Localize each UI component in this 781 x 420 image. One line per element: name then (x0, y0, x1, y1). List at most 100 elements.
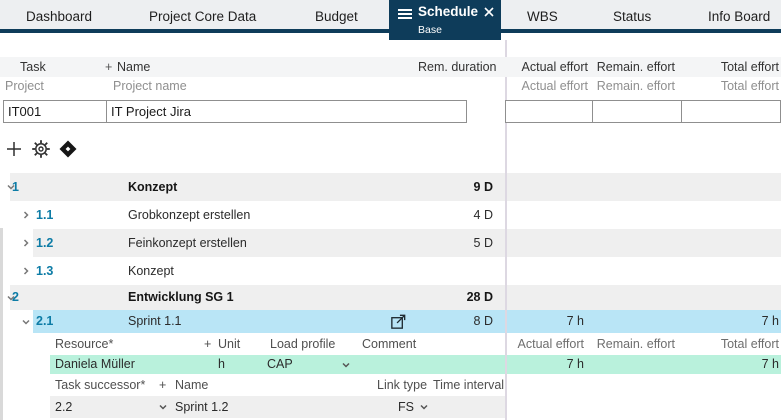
comment-column-header[interactable]: Comment (362, 337, 417, 351)
task-row-2-1-selected[interactable]: 2.1 Sprint 1.1 8 D 7 h 7 h (0, 310, 781, 333)
row-bg (507, 229, 781, 257)
tab-project-core-data[interactable]: Project Core Data (149, 9, 257, 24)
task-duration: 5 D (473, 236, 493, 250)
successor-number: 2.2 (55, 400, 73, 414)
task-number: 1.2 (36, 236, 54, 250)
remain-effort-input[interactable] (592, 100, 682, 123)
dropdown-icon[interactable] (157, 401, 169, 413)
task-row-1-1[interactable]: 1.1 Grobkonzept erstellen 4 D (0, 201, 781, 229)
resource-total-effort: 7 h (761, 357, 779, 371)
close-icon[interactable] (483, 6, 495, 18)
column-header-task[interactable]: Task (20, 60, 46, 74)
column-header-actual-effort[interactable]: Actual effort (521, 60, 588, 74)
name-column-header[interactable]: Name (175, 378, 209, 392)
task-duration: 28 D (466, 290, 493, 304)
resource-column-header[interactable]: Resource* (55, 337, 114, 351)
open-details-icon[interactable] (389, 312, 408, 331)
task-duration: 9 D (473, 180, 493, 194)
task-name: Sprint 1.1 (128, 314, 182, 328)
tab-status[interactable]: Status (613, 9, 652, 24)
row-bg (507, 285, 781, 310)
task-number: 1 (12, 180, 19, 194)
link-type-column-header[interactable]: Link type (377, 378, 428, 392)
column-header-rem-duration[interactable]: Rem. duration (418, 60, 497, 74)
grid-header: Task + Name Rem. duration Actual effort … (0, 57, 781, 77)
task-toolbar (0, 139, 200, 161)
dropdown-icon[interactable] (418, 401, 430, 413)
tab-wbs[interactable]: WBS (527, 9, 558, 24)
total-effort-input[interactable] (681, 100, 781, 123)
task-name: Grobkonzept erstellen (128, 208, 251, 222)
actual-effort-input[interactable] (505, 100, 593, 123)
resource-row[interactable]: Daniela Müller h CAP 7 h 7 h (0, 355, 781, 374)
successor-row[interactable]: 2.2 Sprint 1.2 FS (0, 396, 781, 418)
row-bg (50, 396, 505, 418)
task-row-1-2[interactable]: 1.2 Feinkonzept erstellen 5 D (0, 229, 781, 257)
add-column-icon[interactable]: + (204, 337, 212, 351)
milestone-icon[interactable] (58, 139, 78, 159)
row-bg (33, 310, 505, 333)
add-column-icon[interactable]: + (105, 60, 113, 74)
task-row-1[interactable]: 1 Konzept 9 D (0, 173, 781, 201)
chevron-right-icon[interactable] (20, 265, 32, 277)
dropdown-icon[interactable] (340, 359, 352, 371)
settings-icon[interactable] (31, 139, 51, 159)
subheader-remain-effort: Remain. effort (596, 79, 675, 93)
column-header-total-effort[interactable]: Total effort (720, 60, 779, 74)
remain-effort-column-header: Remain. effort (596, 337, 675, 351)
task-row-1-3[interactable]: 1.3 Konzept (0, 257, 781, 285)
resource-unit: h (218, 357, 225, 371)
project-name-input[interactable] (106, 100, 467, 123)
project-id-input[interactable] (3, 100, 107, 123)
task-number: 1.1 (36, 208, 54, 222)
chevron-down-icon[interactable] (20, 316, 32, 328)
column-header-name[interactable]: Name (117, 60, 151, 74)
grid-subheader: Project Project name Actual effort Remai… (0, 77, 781, 96)
resource-name: Daniela Müller (55, 357, 135, 371)
tab-dashboard[interactable]: Dashboard (26, 9, 93, 24)
task-duration: 4 D (473, 208, 493, 222)
task-name: Entwicklung SG 1 (128, 290, 234, 304)
task-number: 2.1 (36, 314, 54, 328)
tab-schedule-sublabel: Base (418, 24, 442, 36)
successor-header-row: Task successor* + Name Link type Time in… (0, 374, 781, 396)
successor-name: Sprint 1.2 (175, 400, 229, 414)
row-bg (507, 310, 781, 333)
unit-column-header[interactable]: Unit (218, 337, 241, 351)
subheader-project: Project (5, 79, 44, 93)
menu-icon[interactable] (398, 9, 412, 21)
tab-schedule-label: Schedule (418, 4, 479, 19)
task-number: 2 (12, 290, 19, 304)
resource-load-profile: CAP (267, 357, 293, 371)
row-bg (507, 355, 781, 374)
chevron-right-icon[interactable] (20, 237, 32, 249)
add-task-icon[interactable] (4, 139, 24, 159)
column-header-remain-effort[interactable]: Remain. effort (596, 60, 675, 74)
panel-divider (505, 40, 507, 420)
add-column-icon[interactable]: + (159, 378, 167, 392)
load-profile-column-header[interactable]: Load profile (270, 337, 336, 351)
tab-budget[interactable]: Budget (315, 9, 358, 24)
chevron-down-icon[interactable] (5, 292, 17, 304)
left-scrollbar[interactable] (0, 228, 3, 420)
chevron-right-icon[interactable] (20, 209, 32, 221)
task-duration: 8 D (473, 314, 493, 328)
task-total-effort: 7 h (761, 314, 779, 328)
task-successor-column-header[interactable]: Task successor* (55, 378, 146, 392)
tab-info-board[interactable]: Info Board (708, 9, 771, 24)
row-bg (507, 173, 781, 201)
task-name: Feinkonzept erstellen (128, 236, 247, 250)
task-row-2[interactable]: 2 Entwicklung SG 1 28 D (0, 285, 781, 310)
task-name: Konzept (128, 264, 174, 278)
time-interval-column-header[interactable]: Time interval (433, 378, 505, 392)
row-bg (10, 285, 505, 310)
subheader-total-effort: Total effort (720, 79, 779, 93)
task-actual-effort: 7 h (566, 314, 584, 328)
chevron-down-icon[interactable] (5, 181, 17, 193)
subheader-project-name: Project name (113, 79, 187, 93)
tab-schedule[interactable]: Schedule Base (389, 0, 501, 40)
row-bg (10, 173, 505, 201)
successor-link-type: FS (398, 400, 414, 414)
resource-header-row: Resource* + Unit Load profile Comment Ac… (0, 333, 781, 355)
